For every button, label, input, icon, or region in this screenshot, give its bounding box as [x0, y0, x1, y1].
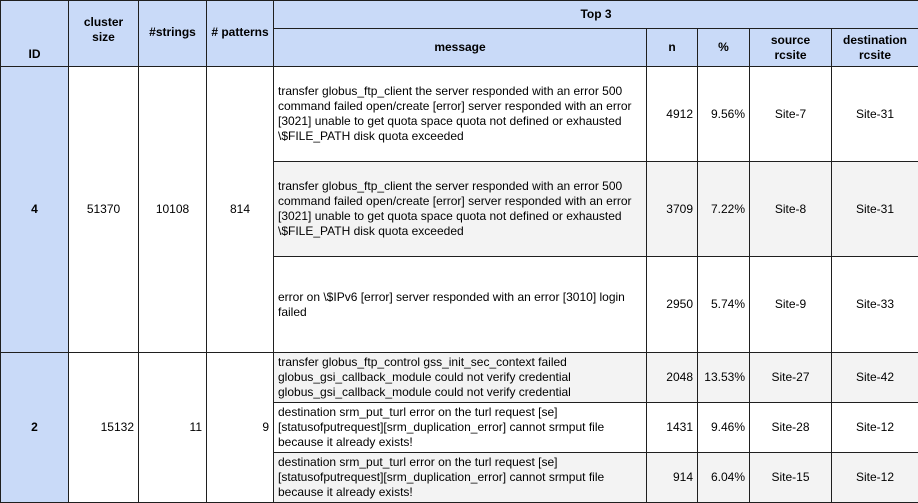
strings-count: 10108 [138, 66, 207, 353]
message-cell: destination srm_put_turl error on the tu… [273, 402, 647, 453]
destination-site-cell: Site-12 [830, 402, 918, 453]
message-cell: destination srm_put_turl error on the tu… [273, 452, 647, 503]
source-site-cell: Site-8 [749, 161, 832, 257]
count-cell: 1431 [646, 402, 698, 453]
percent-cell: 9.56% [697, 66, 750, 162]
header-strings: #strings [138, 0, 207, 67]
header-source: source rcsite [749, 28, 832, 67]
strings-count: 11 [138, 352, 207, 503]
source-site-cell: Site-27 [749, 352, 832, 403]
cluster-size: 51370 [68, 66, 139, 353]
source-site-cell: Site-28 [749, 402, 832, 453]
header-n: n [646, 28, 698, 67]
message-cell: transfer globus_ftp_client the server re… [273, 66, 647, 162]
message-cell: transfer globus_ftp_control gss_init_sec… [273, 352, 647, 403]
cluster-size: 15132 [68, 352, 139, 503]
header-destination: destination rcsite [830, 28, 918, 67]
count-cell: 4912 [646, 66, 698, 162]
destination-site-cell: Site-31 [830, 66, 918, 162]
count-cell: 3709 [646, 161, 698, 257]
cluster-id: 4 [0, 66, 69, 353]
percent-cell: 7.22% [697, 161, 750, 257]
header-cluster-size: cluster size [68, 0, 139, 67]
table-row: 4 51370 10108 814 transfer globus_ftp_cl… [0, 66, 918, 353]
table-row: 2 15132 11 9 transfer globus_ftp_control… [0, 352, 918, 503]
destination-site-cell: Site-12 [830, 452, 918, 503]
percent-cell: 9.46% [697, 402, 750, 453]
count-cell: 2950 [646, 256, 698, 353]
percent-cell: 13.53% [697, 352, 750, 403]
table-row: transfer globus_ftp_client the server re… [1, 161, 918, 257]
percent-cell: 5.74% [697, 256, 750, 353]
count-cell: 914 [646, 452, 698, 503]
cluster-id: 2 [0, 352, 69, 503]
header-message: message [273, 28, 647, 67]
table-row: destination srm_put_turl error on the tu… [1, 402, 918, 453]
source-site-cell: Site-7 [749, 66, 832, 162]
message-cell: error on \$IPv6 [error] server responded… [273, 256, 647, 353]
header-patterns: # patterns [206, 0, 274, 67]
source-site-cell: Site-9 [749, 256, 832, 353]
percent-cell: 6.04% [697, 452, 750, 503]
source-site-cell: Site-15 [749, 452, 832, 503]
header-id: ID [0, 0, 69, 67]
patterns-count: 9 [206, 352, 274, 503]
header-pct: % [697, 28, 750, 67]
destination-site-cell: Site-42 [830, 352, 918, 403]
patterns-count: 814 [206, 66, 274, 353]
destination-site-cell: Site-33 [830, 256, 918, 353]
table-row: destination srm_put_turl error on the tu… [1, 452, 918, 503]
count-cell: 2048 [646, 352, 698, 403]
message-cell: transfer globus_ftp_client the server re… [273, 161, 647, 257]
table-row: error on \$IPv6 [error] server responded… [1, 256, 918, 353]
destination-site-cell: Site-31 [830, 161, 918, 257]
header-top3: Top 3 [272, 0, 918, 29]
